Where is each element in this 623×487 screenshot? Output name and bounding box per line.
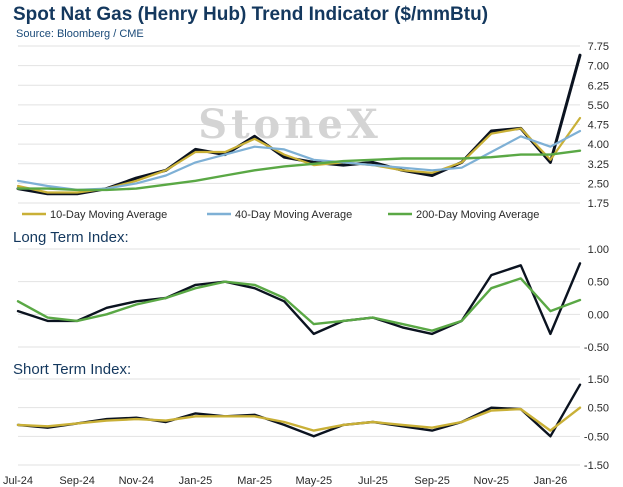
y-tick-label: 7.00 bbox=[588, 61, 609, 73]
short-term-signal-series bbox=[16, 406, 582, 432]
x-tick-label: Mar-25 bbox=[237, 475, 272, 487]
y-tick-label: 1.75 bbox=[588, 198, 609, 210]
y-tick-label: 1.00 bbox=[588, 244, 609, 256]
chart-source: Source: Bloomberg / CME bbox=[16, 28, 144, 40]
x-tick-label: Sep-24 bbox=[59, 475, 94, 487]
legend-label: 200-Day Moving Average bbox=[416, 209, 539, 221]
y-tick-label: 7.75 bbox=[588, 41, 609, 53]
x-tick-label: Jan-26 bbox=[534, 475, 568, 487]
y-tick-label: 4.00 bbox=[588, 139, 609, 151]
chart-title: Spot Nat Gas (Henry Hub) Trend Indicator… bbox=[13, 4, 489, 25]
ma40-series bbox=[16, 129, 582, 191]
long-term-title: Long Term Index: bbox=[13, 229, 129, 246]
long-term-signal-series bbox=[16, 277, 582, 332]
x-tick-label: May-25 bbox=[295, 475, 332, 487]
y-tick-label: 0.50 bbox=[588, 277, 609, 289]
series-layer bbox=[16, 53, 582, 438]
y-tick-label: -0.50 bbox=[584, 431, 609, 443]
watermark: StoneX bbox=[198, 101, 382, 148]
long-term-index-series bbox=[16, 262, 582, 336]
legend-label: 40-Day Moving Average bbox=[235, 209, 352, 221]
x-tick-label: Sep-25 bbox=[414, 475, 449, 487]
y-tick-label: 4.75 bbox=[588, 120, 609, 132]
y-tick-label: 6.25 bbox=[588, 80, 609, 92]
legend: 10-Day Moving Average 40-Day Moving Avera… bbox=[22, 209, 539, 221]
tick-layer: 1.75 2.50 3.25 4.00 4.75 5.50 6.25 7.00 7.75 -0.5… bbox=[3, 41, 609, 487]
y-tick-label: 1.50 bbox=[588, 374, 609, 386]
x-tick-label: Jul-25 bbox=[358, 475, 388, 487]
short-term-title: Short Term Index: bbox=[13, 361, 132, 378]
y-tick-label: 0.00 bbox=[588, 309, 609, 321]
legend-label: 10-Day Moving Average bbox=[50, 209, 167, 221]
x-tick-label: Jan-25 bbox=[179, 475, 213, 487]
y-tick-label: 3.25 bbox=[588, 159, 609, 171]
y-tick-label: -0.50 bbox=[584, 342, 609, 354]
x-tick-label: Nov-25 bbox=[474, 475, 509, 487]
short-term-index-series bbox=[16, 383, 582, 438]
y-tick-label: 2.50 bbox=[588, 178, 609, 190]
grid-layer bbox=[18, 45, 580, 466]
y-tick-label: -1.50 bbox=[584, 460, 609, 472]
y-tick-label: 0.50 bbox=[588, 403, 609, 415]
ma200-series bbox=[16, 149, 582, 192]
x-tick-label: Jul-24 bbox=[3, 475, 33, 487]
x-tick-label: Nov-24 bbox=[119, 475, 154, 487]
y-tick-label: 5.50 bbox=[588, 100, 609, 112]
